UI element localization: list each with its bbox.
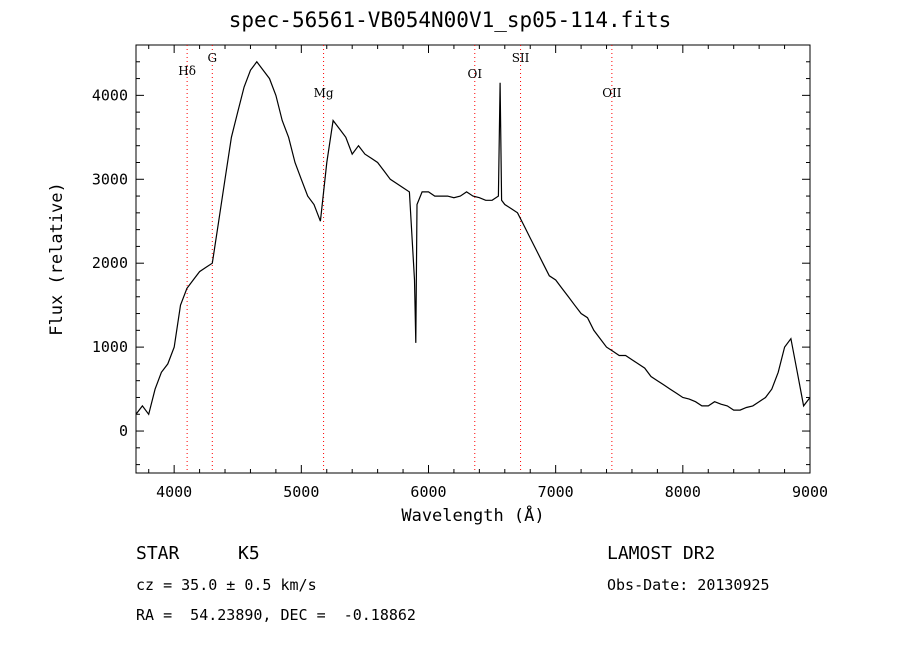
line-marker-label: G [208, 51, 218, 65]
x-tick-label: 7000 [538, 483, 574, 501]
y-tick-label: 1000 [92, 338, 128, 356]
y-tick-label: 2000 [92, 254, 128, 272]
object-subclass: K5 [238, 543, 260, 564]
line-marker-label: Hδ [178, 64, 196, 78]
plot-frame [135, 44, 811, 474]
y-tick-label: 4000 [92, 86, 128, 104]
obs-date: Obs-Date: 20130925 [607, 576, 770, 594]
x-tick-label: 6000 [410, 483, 446, 501]
x-tick-label: 9000 [792, 483, 828, 501]
redshift-text: cz = 35.0 ± 0.5 km/s [136, 576, 317, 594]
chart-title: spec-56561-VB054N00V1_sp05-114.fits [228, 8, 672, 32]
survey-label: LAMOST DR2 [607, 543, 716, 564]
x-tick-label: 8000 [665, 483, 701, 501]
y-tick-label: 0 [119, 422, 128, 440]
y-tick-label: 3000 [92, 170, 128, 188]
object-class: STAR [136, 543, 180, 564]
y-axis-label: Flux (relative) [47, 182, 67, 336]
line-marker-label: OII [602, 86, 622, 100]
x-axis-label: Wavelength (Å) [401, 504, 544, 526]
x-tick-label: 4000 [156, 483, 192, 501]
coordinates: RA = 54.23890, DEC = -0.18862 [136, 606, 416, 624]
line-marker-label: SII [512, 51, 530, 65]
line-marker-label: OI [467, 67, 482, 81]
x-tick-label: 5000 [283, 483, 319, 501]
line-marker-label: Mg [314, 86, 334, 100]
spectrum-line [135, 60, 811, 416]
